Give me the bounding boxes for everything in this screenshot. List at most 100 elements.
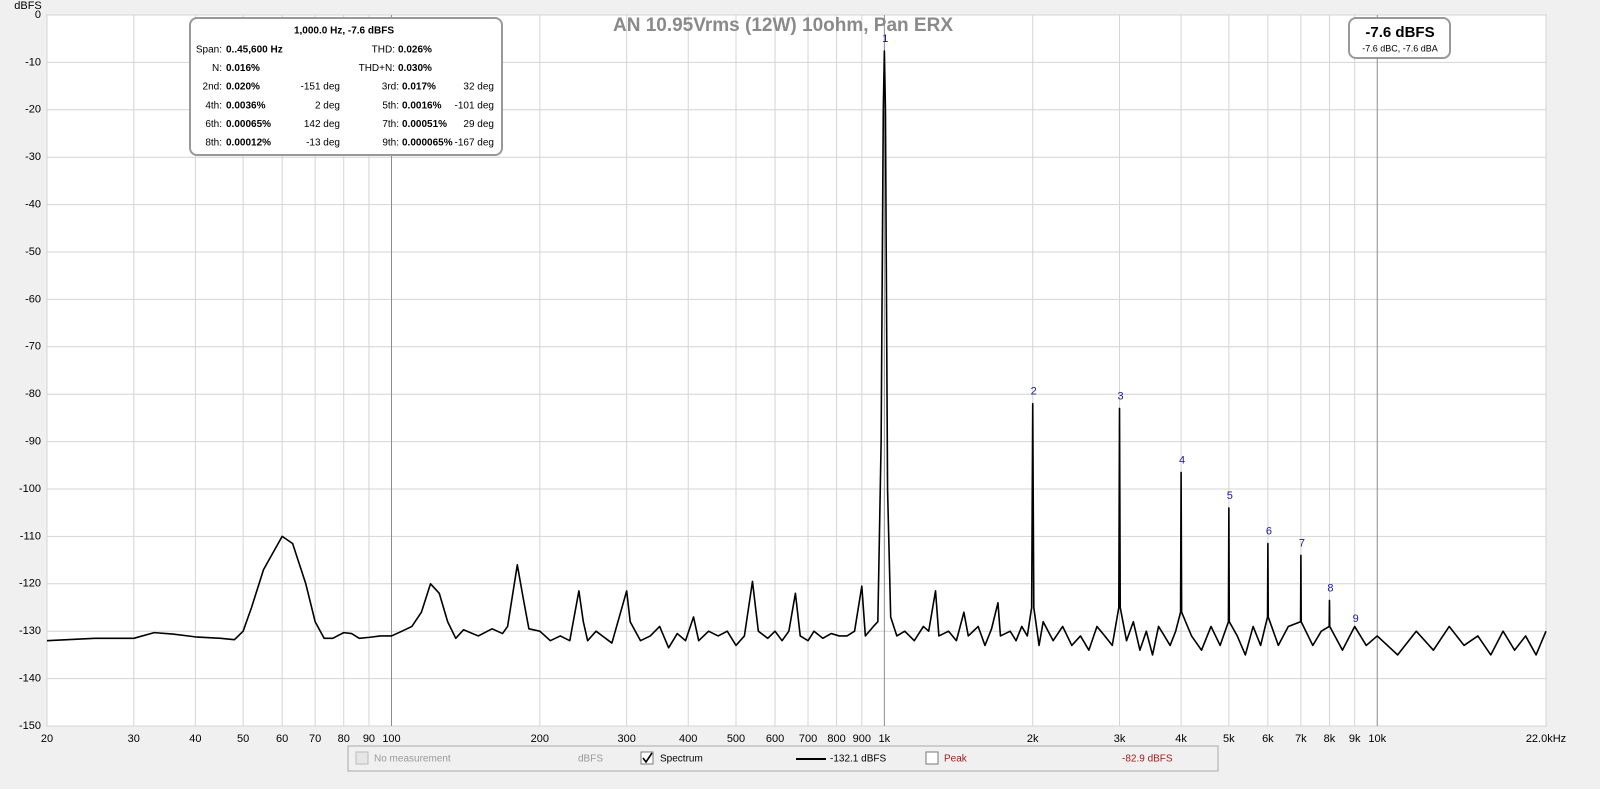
harmonic-marker: 7 <box>1299 537 1305 549</box>
chart-title: AN 10.95Vrms (12W) 10ohm, Pan ERX <box>613 15 953 36</box>
traces <box>46 50 1547 656</box>
harmonic-marker: 9 <box>1353 613 1359 625</box>
y-axis-label: dBFS <box>14 0 42 12</box>
no-measurement: No measurement <box>374 754 451 765</box>
x-tick-label: 10k <box>1368 733 1386 745</box>
x-tick-label: 40 <box>189 733 201 745</box>
x-tick-label: 500 <box>727 733 745 745</box>
y-tick-label: -120 <box>19 578 41 590</box>
harmonic-value: 0.000065% <box>402 138 453 149</box>
harmonic-marker: 6 <box>1266 525 1272 537</box>
x-tick-label: 2k <box>1027 733 1039 745</box>
y-tick-label: -20 <box>25 104 41 116</box>
x-tick-label: 200 <box>531 733 549 745</box>
y-tick-label: -10 <box>25 56 41 68</box>
info-value: 0..45,600 Hz <box>226 45 283 56</box>
harmonic-marker: 2 <box>1031 386 1037 398</box>
harmonic-phase: 142 deg <box>304 119 340 130</box>
y-tick-label: -110 <box>20 530 41 542</box>
spectrum-level: -132.1 dBFS <box>830 754 886 765</box>
harmonic-value: 0.00065% <box>226 119 271 130</box>
y-tick-label: -70 <box>25 341 41 353</box>
info-value: 0.030% <box>398 63 432 74</box>
y-tick-label: -90 <box>25 436 41 448</box>
harmonic-marker: 4 <box>1179 454 1185 466</box>
harmonic-label: 7th: <box>382 119 399 130</box>
unit-label: dBFS <box>578 754 603 765</box>
y-tick-label: -140 <box>19 673 41 685</box>
peak-checkbox[interactable] <box>925 751 939 765</box>
y-tick-label: -80 <box>25 388 41 400</box>
grid <box>46 14 1547 727</box>
y-tick-label: -40 <box>25 199 41 211</box>
check-mark <box>642 752 653 764</box>
footer-bar <box>347 745 1219 772</box>
harmonic-value: 0.0036% <box>226 100 266 111</box>
x-tick-label: 90 <box>363 733 375 745</box>
harmonic-label: 9th: <box>382 138 399 149</box>
info-label: N: <box>212 63 222 74</box>
harmonic-value: 0.00051% <box>402 119 447 130</box>
info-box <box>189 17 503 156</box>
x-tick-label: 80 <box>338 733 350 745</box>
harmonic-marker: 5 <box>1227 490 1233 502</box>
harmonic-label: 5th: <box>382 100 399 111</box>
x-tick-label: 700 <box>799 733 817 745</box>
x-tick-label: 800 <box>827 733 845 745</box>
x-tick-label: 70 <box>309 733 321 745</box>
harmonic-label: 3rd: <box>382 82 399 93</box>
harmonic-phase: -13 deg <box>306 138 340 149</box>
harmonic-phase: 2 deg <box>315 100 340 111</box>
harmonic-value: 0.0016% <box>402 100 442 111</box>
y-tick-label: 0 <box>35 9 41 21</box>
x-tick-label: 50 <box>237 733 249 745</box>
x-tick-label: 100 <box>382 733 400 745</box>
x-tick-label: 30 <box>128 733 140 745</box>
harmonic-label: 8th: <box>205 138 222 149</box>
y-tick-label: -50 <box>25 246 41 258</box>
peak-label: Peak <box>944 754 968 765</box>
peak-level: -82.9 dBFS <box>1122 754 1173 765</box>
info-value: 0.016% <box>226 63 260 74</box>
x-tick-label: 7k <box>1295 733 1307 745</box>
info-value: 0.026% <box>398 45 432 56</box>
spectrum-line <box>46 50 1547 656</box>
y-tick-label: -100 <box>19 483 41 495</box>
harmonic-phase: -151 deg <box>301 82 340 93</box>
harmonic-phase: 32 deg <box>463 82 494 93</box>
x-tick-label: 600 <box>766 733 784 745</box>
x-tick-label: 8k <box>1324 733 1336 745</box>
info-label: THD: <box>372 45 395 56</box>
y-tick-label: -130 <box>19 625 41 637</box>
x-tick-label: 400 <box>679 733 697 745</box>
y-tick-label: -30 <box>25 151 41 163</box>
harmonic-marker: 1 <box>882 33 888 45</box>
harmonic-label: 4th: <box>205 100 222 111</box>
y-tick-label: -60 <box>25 293 41 305</box>
x-tick-label: 3k <box>1114 733 1126 745</box>
x-tick-label: 300 <box>617 733 635 745</box>
y-tick-label: -150 <box>19 720 41 732</box>
x-tick-label: 60 <box>276 733 288 745</box>
x-tick-label: 1k <box>879 733 891 745</box>
info-title: 1,000.0 Hz, -7.6 dBFS <box>294 26 394 37</box>
x-tick-label: 20 <box>41 733 53 745</box>
info-label: Span: <box>196 45 222 56</box>
harmonic-value: 0.00012% <box>226 138 271 149</box>
harmonic-value: 0.020% <box>226 82 260 93</box>
harmonic-marker: 8 <box>1327 582 1333 594</box>
x-tick-label: 4k <box>1175 733 1187 745</box>
spectrum-label: Spectrum <box>660 754 703 765</box>
x-tick-label: 6k <box>1262 733 1274 745</box>
harmonic-label: 6th: <box>205 119 222 130</box>
measurement-checkbox[interactable] <box>355 751 369 765</box>
level-sub: -7.6 dBC, -7.6 dBA <box>1362 43 1438 53</box>
x-tick-label: 900 <box>853 733 871 745</box>
level-box <box>1348 17 1451 59</box>
harmonic-phase: -101 deg <box>455 100 494 111</box>
harmonic-marker: 3 <box>1117 390 1123 402</box>
x-tick-label: 9k <box>1349 733 1361 745</box>
info-rows: Span: 0..45,600 Hz THD: 0.026% N: 0.016% THD+N… <box>196 45 494 149</box>
x-tick-label: 5k <box>1223 733 1235 745</box>
